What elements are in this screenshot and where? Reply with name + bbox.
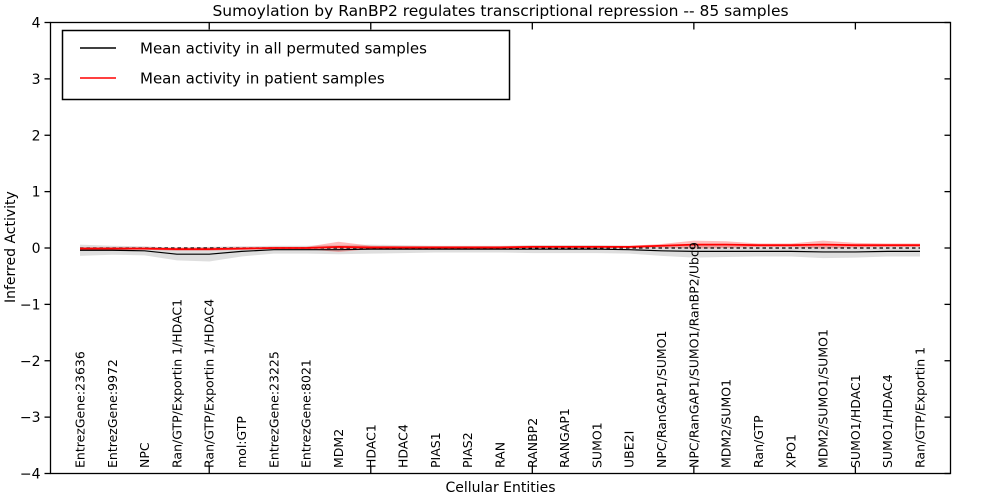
x-category-label: Ran/GTP/Exportin 1/HDAC4 xyxy=(202,299,217,468)
x-category-label: EntrezGene:23636 xyxy=(73,351,88,468)
series-line-1 xyxy=(80,243,920,251)
x-category-label: MDM2/SUMO1/SUMO1 xyxy=(816,329,831,468)
x-category-label: HDAC4 xyxy=(396,424,411,468)
y-tick-label: −1 xyxy=(20,297,41,313)
x-category-label: SUMO1/HDAC4 xyxy=(880,374,895,468)
y-tick-label: −3 xyxy=(20,410,41,426)
y-tick-label: 3 xyxy=(32,72,41,88)
x-axis xyxy=(208,22,857,474)
y-tick-label: 4 xyxy=(32,16,41,32)
chart-title: Sumoylation by RanBP2 regulates transcri… xyxy=(212,2,788,20)
x-category-label: SUMO1 xyxy=(589,422,604,468)
x-category-label: NPC xyxy=(137,442,152,468)
y-axis: 4 3 2 1 0 −1 −2 −3 −4 xyxy=(20,16,951,483)
x-category-label: PIAS1 xyxy=(428,432,443,468)
x-category-label: RAN xyxy=(493,442,508,468)
x-category-label: EntrezGene:23225 xyxy=(266,351,281,468)
x-category-label: NPC/RanGAP1/SUMO1/RanBP2/Ubc9 xyxy=(686,242,701,468)
x-category-label: MDM2/SUMO1 xyxy=(719,379,734,468)
legend-label-1: Mean activity in patient samples xyxy=(140,70,385,88)
y-tick-label: 0 xyxy=(32,241,41,257)
y-tick-label: −4 xyxy=(20,467,41,483)
x-category-label: RANGAP1 xyxy=(557,408,572,468)
x-category-label: EntrezGene:8021 xyxy=(299,359,314,468)
x-category-label: mol:GTP xyxy=(234,416,249,468)
y-tick-label: 2 xyxy=(32,128,41,144)
y-tick-label: 1 xyxy=(32,185,41,201)
legend-label-0: Mean activity in all permuted samples xyxy=(140,40,427,58)
plot-area xyxy=(80,240,920,262)
legend-box xyxy=(61,29,511,101)
x-category-label: SUMO1/HDAC1 xyxy=(848,374,863,468)
x-category-label: NPC/RanGAP1/SUMO1 xyxy=(654,331,669,468)
x-category-label: EntrezGene:9972 xyxy=(105,359,120,468)
x-category-label: Ran/GTP xyxy=(751,415,766,468)
x-category-label: Ran/GTP/Exportin 1 xyxy=(913,347,928,468)
series-line-0 xyxy=(80,248,920,255)
legend: Mean activity in all permuted samples Mea… xyxy=(61,29,511,101)
x-category-label: XPO1 xyxy=(783,434,798,468)
x-category-label: UBE2I xyxy=(622,431,637,468)
x-axis-title: Cellular Entities xyxy=(445,480,555,496)
x-category-label: Ran/GTP/Exportin 1/HDAC1 xyxy=(169,299,184,468)
y-axis-title: Inferred Activity xyxy=(3,191,19,303)
x-category-labels: EntrezGene:23636 EntrezGene:9972 NPC Ran/GT… xyxy=(73,242,928,468)
y-tick-label: −2 xyxy=(20,354,41,370)
x-category-label: HDAC1 xyxy=(363,424,378,468)
x-category-label: MDM2 xyxy=(331,429,346,468)
x-category-label: PIAS2 xyxy=(460,432,475,468)
x-category-label: RANBP2 xyxy=(525,418,540,468)
